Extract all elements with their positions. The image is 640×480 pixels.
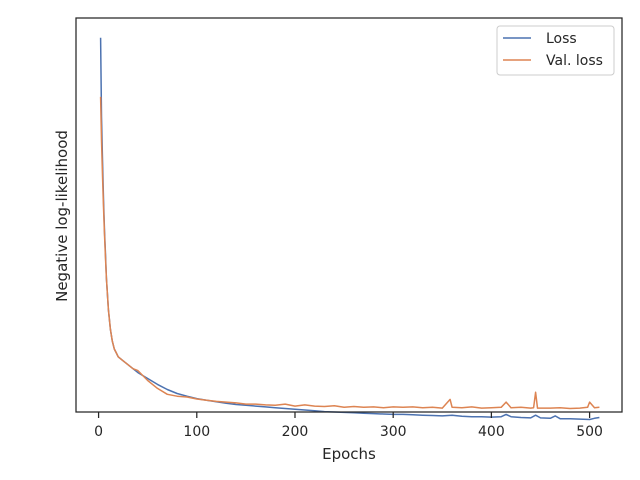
- series-layer: [99, 37, 600, 421]
- series-line-val-loss: [99, 96, 600, 410]
- x-tick-label: 200: [282, 424, 309, 440]
- legend-label-val-loss: Val. loss: [546, 53, 603, 69]
- legend: Loss Val. loss: [496, 25, 615, 76]
- x-axis-ticks: 0 100 200 300 400 500: [94, 412, 603, 440]
- plot-area: [76, 18, 622, 412]
- y-axis-label: Negative log-likelihood: [53, 130, 71, 302]
- x-tick-label: 300: [380, 424, 407, 440]
- legend-label-loss: Loss: [546, 31, 577, 47]
- x-tick-label: 0: [94, 424, 103, 440]
- x-tick-label: 500: [576, 424, 603, 440]
- x-axis-label: Epochs: [322, 445, 376, 463]
- axes-frame: [75, 17, 623, 413]
- x-tick-label: 400: [478, 424, 505, 440]
- x-tick-label: 100: [183, 424, 210, 440]
